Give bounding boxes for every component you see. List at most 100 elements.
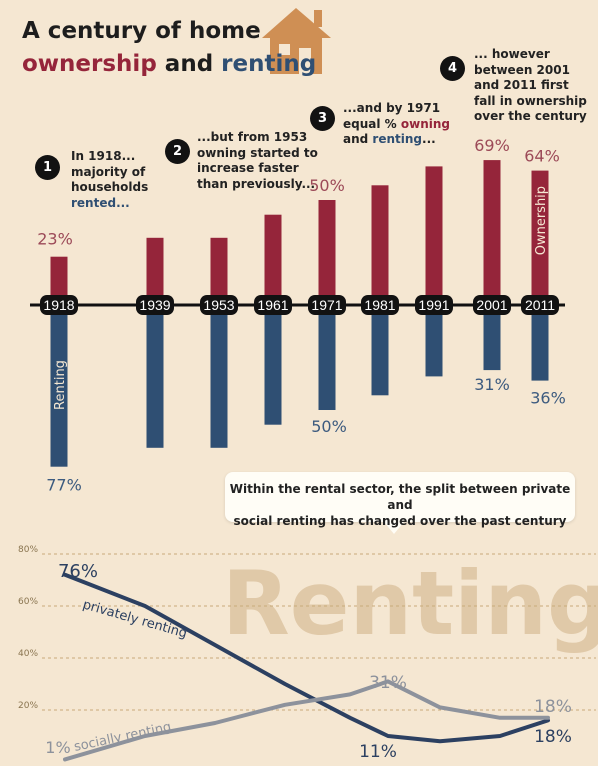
y-tick-label: 20% (18, 701, 38, 711)
year-pill (361, 295, 399, 315)
page-subtitle: ownership and renting (22, 51, 316, 77)
callout-tail (384, 522, 404, 534)
renting-bar (50, 305, 68, 467)
renting-bar (531, 305, 549, 381)
y-tick-label: 40% (18, 649, 38, 659)
year-pill (254, 295, 292, 315)
callout-box (225, 472, 575, 522)
bar-data-label: 64% (524, 147, 560, 166)
renting-series-label: Renting (53, 360, 68, 410)
year-pill (521, 295, 559, 315)
year-pill (200, 295, 238, 315)
line-data-label: 1% (45, 738, 70, 757)
bar-data-label: 31% (474, 375, 510, 394)
year-pill (473, 295, 511, 315)
ownership-bar (371, 185, 389, 305)
annotation-4-line: ... however (474, 47, 550, 61)
annotation-3-text: ...and by 1971 equal % owning and rentin… (343, 101, 450, 148)
bar-data-label: 77% (46, 476, 82, 495)
annotation-4-line: between 2001 (474, 62, 570, 77)
y-tick-label: 60% (18, 597, 38, 607)
house-roof (262, 8, 331, 38)
renting-bar (264, 305, 282, 425)
line-data-label: 18% (534, 727, 572, 747)
ownership-bar (264, 214, 282, 305)
line-data-label: 76% (58, 561, 98, 582)
house-window (279, 44, 290, 55)
annotation-2-line: ...but from 1953 (197, 130, 308, 144)
annotation-2-line: than previously... (197, 176, 316, 191)
ownership-bar (318, 200, 336, 305)
year-label: 1939 (139, 297, 170, 313)
annotation-1-line: majority of (71, 164, 146, 179)
page-title: A century of home (22, 18, 261, 44)
annotation-3-pre: equal % (343, 116, 401, 131)
annotation-3-number: 3 (310, 106, 335, 131)
ownership-bar (483, 160, 501, 305)
annotation-1-line: In 1918... (71, 149, 136, 163)
line-data-label: 11% (359, 742, 397, 762)
annotation-3-line: ...and by 1971 (343, 101, 441, 115)
annotation-4-line: and 2011 first (474, 78, 569, 92)
bar-data-label: 50% (311, 417, 347, 436)
bar-data-label: 69% (474, 136, 510, 155)
house-door (299, 48, 311, 74)
year-label: 1918 (43, 297, 74, 313)
y-tick-label: 80% (18, 545, 38, 555)
line-chart-watermark: Renting (222, 552, 598, 655)
annotation-1-number: 1 (35, 155, 60, 180)
annotation-2-text: ...but from 1953 owning started to incre… (197, 130, 318, 192)
annotation-4-number: 4 (440, 56, 465, 81)
annotation-3-owning: owning (400, 116, 450, 131)
callout-line: social renting has changed over the past… (233, 514, 567, 528)
renting-bar (318, 305, 336, 410)
year-label: 1971 (311, 297, 342, 313)
year-label: 1991 (418, 297, 449, 313)
title-renting: renting (221, 51, 317, 77)
bar-data-label: 36% (530, 389, 566, 408)
bar-data-label: 50% (309, 176, 345, 195)
ownership-bar (146, 237, 164, 305)
annotation-2-line: owning started to (197, 145, 318, 160)
annotation-1-line: households (71, 180, 149, 194)
renting-bar (483, 305, 501, 371)
year-pill (308, 295, 346, 315)
year-pill (136, 295, 174, 315)
title-and: and (164, 51, 214, 77)
title-ownership: ownership (22, 51, 157, 77)
annotation-3-and: and (343, 132, 373, 146)
renting-bar (371, 305, 389, 396)
ownership-bar (531, 170, 549, 305)
bar-data-label: 23% (37, 230, 73, 249)
ownership-bar (50, 256, 68, 305)
annotation-2-line: increase faster (197, 161, 299, 175)
annotation-3-renting: renting (372, 132, 423, 146)
ownership-bar (425, 166, 443, 305)
annotation-4-line: over the century (474, 109, 587, 123)
year-label: 1981 (364, 297, 395, 313)
title-line-1: A century of home (22, 18, 261, 44)
renting-bar (146, 305, 164, 448)
annotation-1-highlight: rented... (71, 195, 130, 210)
line-data-label: 18% (534, 697, 572, 717)
house-icon (262, 8, 331, 74)
line-data-label: 31% (369, 673, 407, 693)
year-label: 2011 (525, 297, 555, 313)
house-chimney (314, 10, 322, 27)
year-pill (40, 295, 78, 315)
house-body (270, 36, 322, 74)
renting-bar (210, 305, 228, 448)
annotation-2-number: 2 (165, 139, 190, 164)
callout-text: Within the rental sector, the split betw… (225, 481, 575, 529)
year-label: 1961 (257, 297, 288, 313)
ownership-series-label: Ownership (534, 186, 549, 255)
annotation-1-text: In 1918... majority of households rented… (71, 149, 148, 211)
year-label: 1953 (203, 297, 234, 313)
annotation-3-ellipsis: ... (422, 132, 436, 146)
privately-renting-line (63, 572, 550, 744)
ownership-bar (210, 237, 228, 305)
callout-line: Within the rental sector, the split betw… (229, 482, 571, 512)
socially-renting-label: socially renting (73, 720, 173, 755)
